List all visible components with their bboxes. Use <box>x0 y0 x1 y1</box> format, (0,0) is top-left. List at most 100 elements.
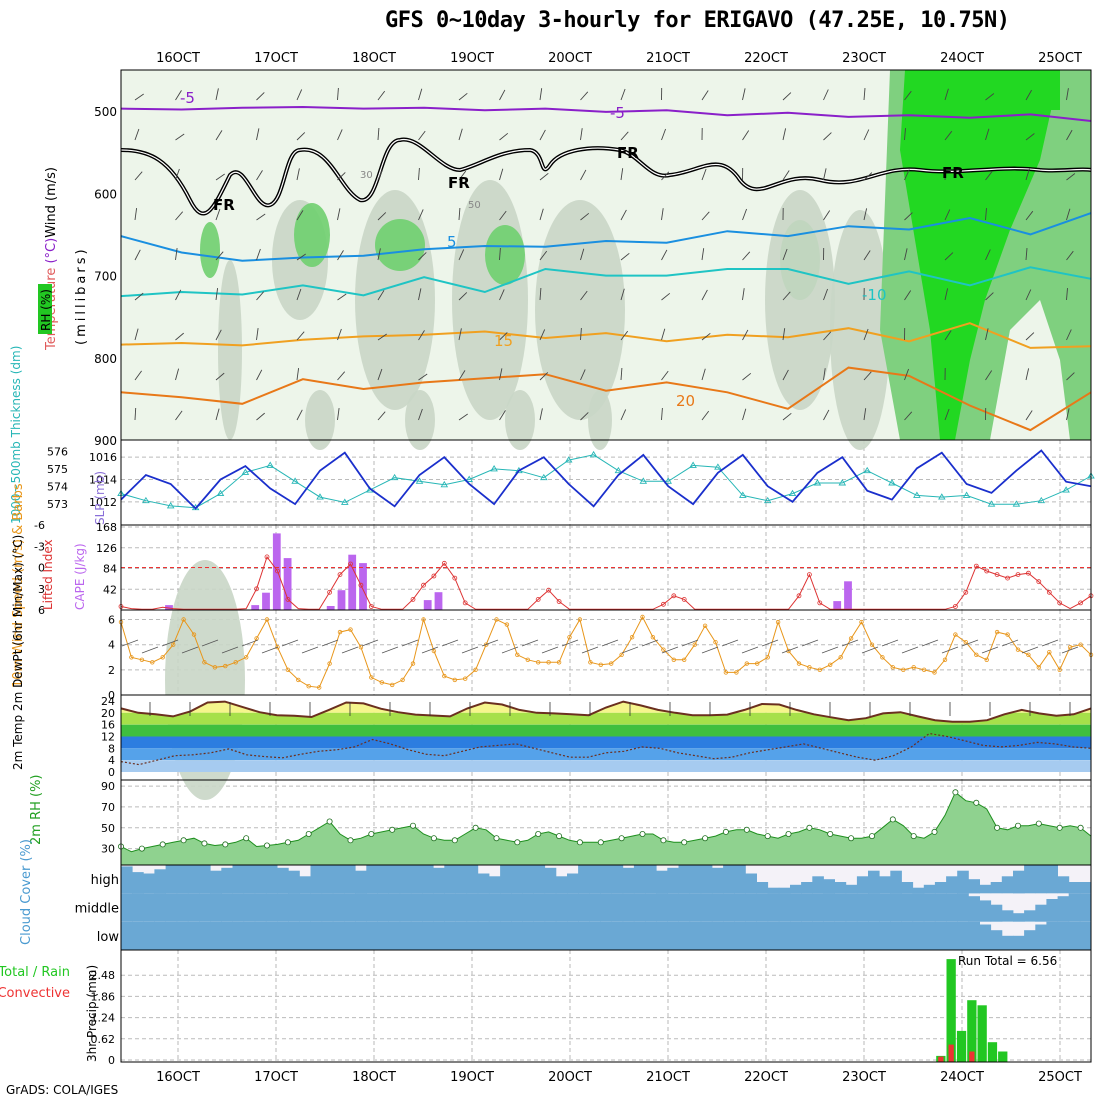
cloud-high-bar <box>488 876 501 894</box>
cloud-high-bar <box>845 884 858 894</box>
wind-speed-point <box>390 682 395 688</box>
cloud-high-bar <box>645 865 657 894</box>
surface-wind-barb <box>981 646 999 654</box>
dewpoint-line <box>120 732 1092 766</box>
wind-barb <box>863 250 871 261</box>
wind-speed-point <box>880 655 885 660</box>
wind-barb <box>499 132 509 141</box>
wind-barb <box>1025 89 1032 101</box>
wind-speed-point <box>838 655 843 660</box>
wind-speed-point <box>504 622 510 627</box>
rh-point <box>994 824 1001 831</box>
wind-barb <box>215 173 225 181</box>
cloud-mid-bar <box>934 893 947 922</box>
wind-speed-point <box>963 640 968 645</box>
cloud-mid-bar <box>500 893 512 922</box>
wind-barb <box>458 207 461 221</box>
wind-barb <box>742 251 751 261</box>
lifted-index-point <box>535 597 541 602</box>
wind-barb <box>377 333 387 341</box>
rh-point <box>848 835 855 842</box>
surface-wind-barb <box>501 646 519 654</box>
wind-barb <box>580 412 589 421</box>
wind-barb <box>175 211 184 221</box>
wind-barb <box>377 127 380 141</box>
wind-barb <box>823 331 832 341</box>
cloud-mid-bar <box>254 893 267 922</box>
rh-shading <box>765 190 835 410</box>
wind-barb <box>458 170 467 181</box>
isotherm-label: -10 <box>862 286 887 304</box>
thickness-ylabel: 1000~500mb Thickness (dm) <box>9 346 23 524</box>
wind-speed-point <box>828 662 833 667</box>
cloud-low-bar <box>890 921 902 950</box>
thickness-point <box>589 450 598 458</box>
cloud-low-bar <box>667 921 679 950</box>
temp-band <box>121 724 1091 737</box>
cloud-mid-bar <box>578 893 590 922</box>
thickness-point <box>316 493 324 500</box>
surface-wind-barb <box>421 646 439 654</box>
cloud-low-bar <box>968 921 980 950</box>
wind-barb <box>175 248 178 261</box>
thickness-tick-label: 575 <box>47 463 68 476</box>
wind-speed-point <box>191 632 197 637</box>
thickness-point <box>465 475 473 482</box>
wind-barb <box>863 88 866 101</box>
thickness-point <box>490 465 498 472</box>
cloud-low-bar <box>856 921 869 950</box>
thickness-point <box>888 479 896 486</box>
wind-barb <box>904 248 908 261</box>
surface-wind-barb <box>321 639 339 647</box>
wind-barb <box>499 210 507 221</box>
cloud-mid-bar <box>734 893 746 922</box>
cloud-high-bar <box>143 873 155 894</box>
wind-speed-point <box>202 660 207 665</box>
wind-barb <box>215 329 222 341</box>
precip-total-bar <box>977 1005 987 1062</box>
cloud-mid-bar <box>555 893 568 922</box>
wind-speed-point <box>755 661 760 666</box>
surface-wind-barb <box>961 639 979 647</box>
thickness-point <box>639 477 648 484</box>
cloud-low-bar <box>332 921 345 950</box>
wind-barb <box>701 211 710 221</box>
rh-ylabel: 2m RH (%) <box>29 774 44 845</box>
cloud-high-bar <box>734 865 746 894</box>
wind-speed-point <box>588 660 593 665</box>
cloud-mid-bar <box>533 893 546 922</box>
wind-barb <box>539 408 543 421</box>
cloud-low-bar <box>778 921 791 950</box>
wind-barb <box>175 332 184 341</box>
wind-speed-point <box>296 677 301 683</box>
wind-barb <box>985 292 994 301</box>
wind-speed-point <box>463 676 468 681</box>
rh-shading <box>375 219 425 271</box>
wind-speed-point <box>567 635 572 640</box>
wind-barb <box>742 329 749 341</box>
surface-wind-barb <box>721 639 739 647</box>
rh-tick-label: 70 <box>101 801 115 814</box>
wind-barb <box>418 408 423 421</box>
isotherm-line <box>120 212 1092 262</box>
cloud-high-bar <box>210 870 222 894</box>
cloud-low-bar <box>187 921 200 950</box>
rh-tick-label: 30 <box>101 843 115 856</box>
wind-speed-point <box>911 665 916 670</box>
cloud-low-bar <box>310 921 323 950</box>
bottom-date-label: 23OCT <box>842 1070 886 1085</box>
wind-barb <box>985 370 993 381</box>
rh-point <box>952 789 959 796</box>
lifted-index-point <box>254 586 260 592</box>
cloud-low-bar <box>656 921 668 950</box>
wind-barb <box>256 291 265 301</box>
bottom-date-label: 25OCT <box>1038 1070 1082 1085</box>
top-date-label: 23OCT <box>842 51 886 66</box>
ylabel-part: (m/s) <box>44 167 59 201</box>
wind-speed-point <box>1047 650 1052 655</box>
thickness-point <box>863 466 871 474</box>
thickness-tick-label: 573 <box>47 498 68 511</box>
cape-bar <box>283 558 292 610</box>
thickness-point <box>614 466 623 474</box>
lifted-index-point <box>681 597 687 602</box>
